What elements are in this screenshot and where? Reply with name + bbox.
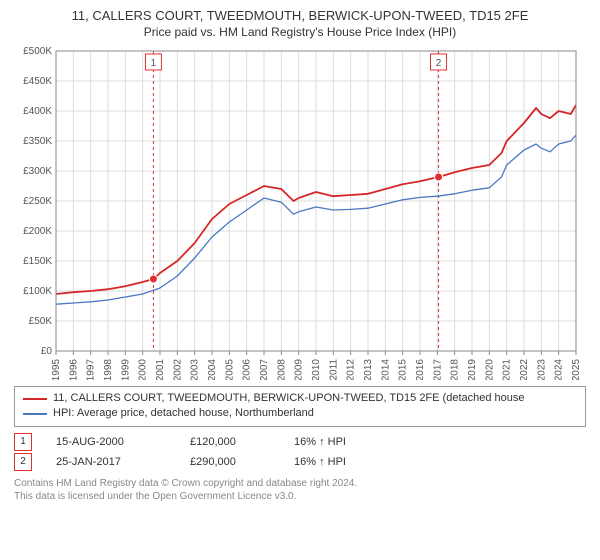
svg-text:£500K: £500K (23, 46, 52, 57)
svg-text:£400K: £400K (23, 106, 52, 117)
legend-item: 11, CALLERS COURT, TWEEDMOUTH, BERWICK-U… (23, 391, 577, 406)
svg-text:£250K: £250K (23, 196, 52, 207)
svg-text:£300K: £300K (23, 166, 52, 177)
svg-text:2008: 2008 (276, 359, 287, 380)
legend-swatch (23, 413, 47, 415)
svg-text:£100K: £100K (23, 286, 52, 297)
svg-text:£350K: £350K (23, 136, 52, 147)
svg-text:2022: 2022 (519, 359, 530, 380)
svg-text:2025: 2025 (571, 359, 582, 380)
line-chart: £0 £50K £100K £150K £200K £250K £300K £350K £400… (10, 45, 586, 380)
sale-date: 25-JAN-2017 (56, 456, 166, 468)
sale-date: 15-AUG-2000 (56, 436, 166, 448)
svg-text:2017: 2017 (432, 359, 443, 380)
svg-text:2003: 2003 (190, 359, 201, 380)
svg-text:2006: 2006 (242, 359, 253, 380)
sale-price: £290,000 (190, 456, 270, 468)
svg-text:2: 2 (436, 58, 442, 69)
attribution-line: Contains HM Land Registry data © Crown c… (14, 477, 586, 490)
attribution: Contains HM Land Registry data © Crown c… (14, 477, 586, 503)
svg-text:2010: 2010 (311, 359, 322, 380)
svg-text:2016: 2016 (415, 359, 426, 380)
svg-text:2020: 2020 (484, 359, 495, 380)
svg-text:£150K: £150K (23, 256, 52, 267)
svg-text:1999: 1999 (120, 359, 131, 380)
legend-label: 11, CALLERS COURT, TWEEDMOUTH, BERWICK-U… (53, 391, 525, 406)
table-row: 2 25-JAN-2017 £290,000 16% ↑ HPI (14, 453, 586, 471)
sale-marker: 2 (14, 453, 32, 471)
svg-text:2018: 2018 (450, 359, 461, 380)
svg-text:1996: 1996 (68, 359, 79, 380)
attribution-line: This data is licensed under the Open Gov… (14, 490, 586, 503)
svg-text:1: 1 (151, 58, 157, 69)
sale-price: £120,000 (190, 436, 270, 448)
legend-swatch (23, 398, 47, 400)
legend: 11, CALLERS COURT, TWEEDMOUTH, BERWICK-U… (14, 386, 586, 427)
svg-text:£50K: £50K (29, 316, 53, 327)
chart-subtitle: Price paid vs. HM Land Registry's House … (10, 25, 590, 39)
svg-text:2024: 2024 (554, 359, 565, 380)
svg-text:2023: 2023 (536, 359, 547, 380)
svg-text:2000: 2000 (138, 359, 149, 380)
svg-text:1995: 1995 (51, 359, 62, 380)
sales-table: 1 15-AUG-2000 £120,000 16% ↑ HPI 2 25-JA… (14, 433, 586, 471)
svg-text:2021: 2021 (502, 359, 513, 380)
svg-text:2012: 2012 (346, 359, 357, 380)
svg-text:£450K: £450K (23, 76, 52, 87)
svg-text:2015: 2015 (398, 359, 409, 380)
sale-delta: 16% ↑ HPI (294, 436, 346, 448)
svg-text:1997: 1997 (86, 359, 97, 380)
sale-marker: 1 (14, 433, 32, 451)
legend-item: HPI: Average price, detached house, Nort… (23, 406, 577, 421)
chart-title: 11, CALLERS COURT, TWEEDMOUTH, BERWICK-U… (10, 8, 590, 23)
svg-text:2007: 2007 (259, 359, 270, 380)
svg-text:2009: 2009 (294, 359, 305, 380)
svg-text:2002: 2002 (172, 359, 183, 380)
svg-text:2004: 2004 (207, 359, 218, 380)
svg-text:2014: 2014 (380, 359, 391, 380)
sale-delta: 16% ↑ HPI (294, 456, 346, 468)
legend-label: HPI: Average price, detached house, Nort… (53, 406, 314, 421)
svg-text:2013: 2013 (363, 359, 374, 380)
svg-text:£0: £0 (41, 346, 53, 357)
svg-text:2011: 2011 (328, 359, 339, 380)
svg-text:2001: 2001 (155, 359, 166, 380)
svg-text:1998: 1998 (103, 359, 114, 380)
svg-text:2019: 2019 (467, 359, 478, 380)
table-row: 1 15-AUG-2000 £120,000 16% ↑ HPI (14, 433, 586, 451)
svg-text:£200K: £200K (23, 226, 52, 237)
svg-text:2005: 2005 (224, 359, 235, 380)
